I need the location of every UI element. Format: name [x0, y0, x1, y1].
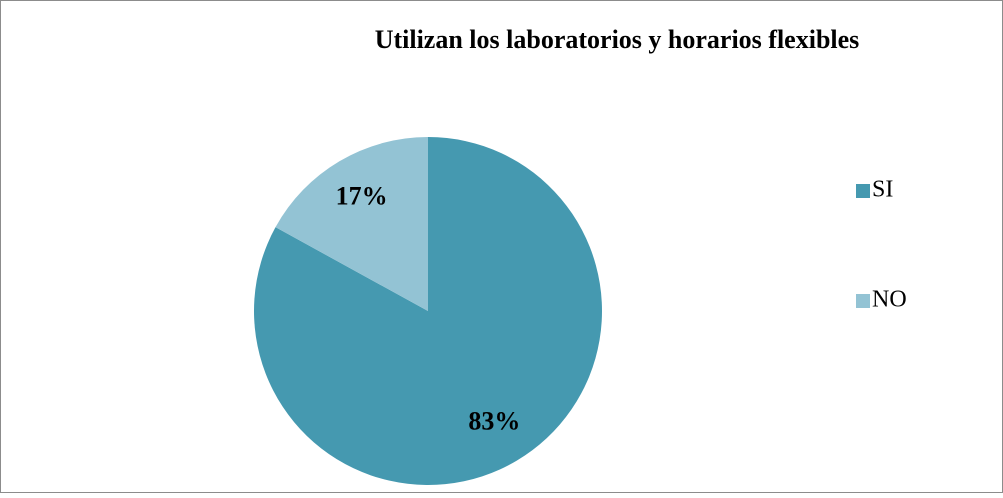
- chart-title: Utilizan los laboratorios y horarios fle…: [375, 25, 860, 54]
- pie-slice: [253, 137, 602, 486]
- data-label: 17%: [336, 182, 388, 211]
- data-label: 83%: [468, 406, 520, 435]
- pie-slice: [275, 137, 428, 311]
- legend-swatch: [856, 294, 870, 308]
- legend-swatch: [856, 184, 870, 198]
- legend-label: NO: [872, 287, 907, 313]
- legend-label: SI: [872, 177, 893, 203]
